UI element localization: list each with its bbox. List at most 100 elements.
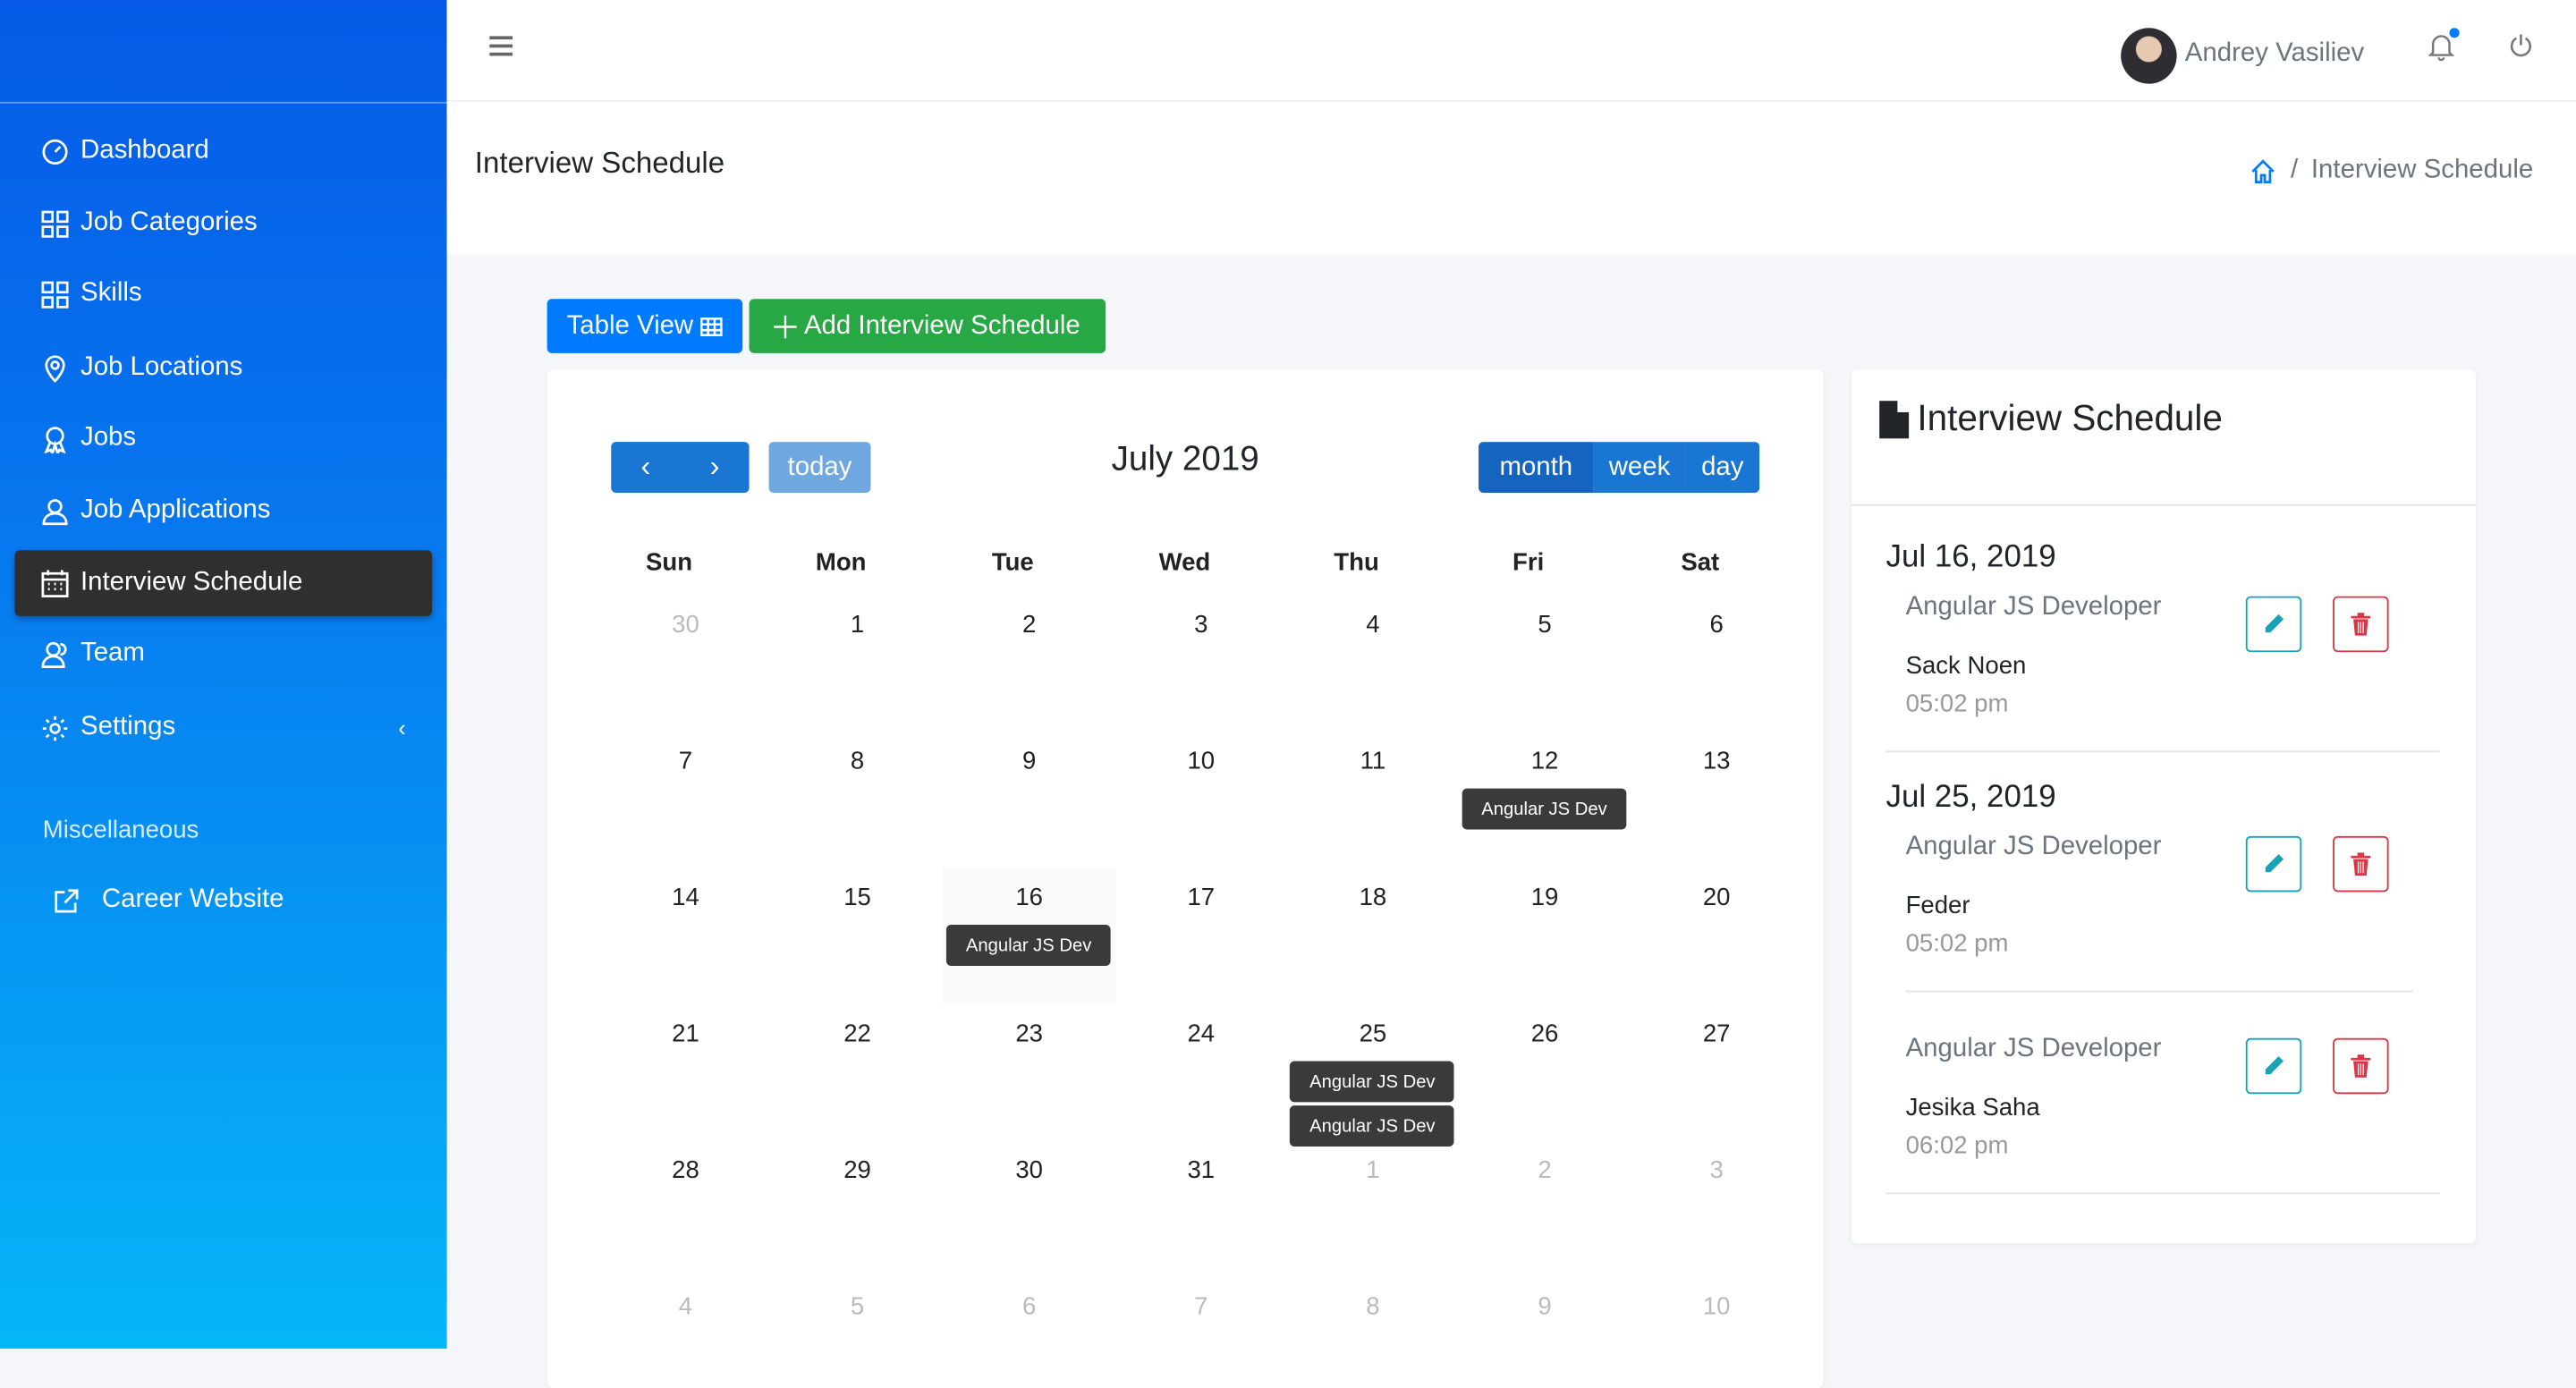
day-cell[interactable]: 10 [1702, 1292, 1731, 1321]
day-cell[interactable]: 18 [1359, 884, 1387, 912]
day-cell[interactable]: 30 [672, 611, 699, 639]
day-cell[interactable]: 10 [1187, 747, 1216, 775]
home-icon[interactable] [2250, 157, 2277, 184]
day-cell[interactable]: 31 [1187, 1156, 1216, 1185]
day-cell[interactable]: 2 [1538, 1156, 1552, 1185]
day-cell[interactable]: 28 [672, 1156, 699, 1185]
calendar-title: July 2019 [1111, 440, 1259, 478]
today-button[interactable]: today [768, 442, 871, 494]
day-cell[interactable]: 3 [1709, 1156, 1724, 1185]
day-cell[interactable]: 12 [1530, 747, 1559, 775]
topbar: Andrey Vasiliev [446, 0, 2576, 102]
day-cell[interactable]: 16 [1015, 884, 1043, 912]
day-cell[interactable]: 13 [1702, 747, 1731, 775]
sidebar-item-interview-schedule[interactable]: Interview Schedule [14, 550, 433, 616]
sidebar-item-team[interactable]: Team [15, 621, 433, 686]
chevron-left-icon: ‹ [398, 714, 406, 741]
day-cell[interactable]: 9 [1538, 1292, 1552, 1321]
bell-icon[interactable] [2428, 28, 2460, 69]
sidebar-item-job-locations[interactable]: Job Locations [15, 335, 433, 401]
day-cell[interactable]: 20 [1702, 884, 1731, 912]
edit-button[interactable] [2245, 596, 2302, 653]
month-view-button[interactable]: month [1479, 442, 1594, 494]
dashboard-icon [42, 138, 68, 165]
hamburger-menu-icon[interactable] [489, 36, 513, 56]
location-pin-icon [45, 354, 65, 383]
delete-button[interactable] [2333, 1037, 2389, 1095]
day-cell[interactable]: 8 [1366, 1292, 1380, 1321]
day-cell[interactable]: 14 [672, 884, 699, 912]
schedule-time: 06:02 pm [1905, 1131, 2009, 1160]
brand-area [0, 0, 447, 104]
sidebar-item-job-categories[interactable]: Job Categories [15, 190, 433, 256]
day-cell[interactable]: 3 [1194, 611, 1208, 639]
breadcrumb: / Interview Schedule [2250, 156, 2533, 185]
day-cell[interactable]: 11 [1360, 747, 1386, 775]
user-name[interactable]: Andrey Vasiliev [2184, 39, 2365, 68]
sidebar-item-job-applications[interactable]: Job Applications [15, 478, 433, 543]
add-label: Add Interview Schedule [803, 311, 1080, 340]
calendar-event[interactable]: Angular JS Dev [1290, 1105, 1455, 1147]
day-cell[interactable]: 6 [1709, 611, 1724, 639]
sidebar-item-settings[interactable]: Settings ‹ [15, 695, 433, 760]
sidebar-item-jobs[interactable]: Jobs [15, 406, 433, 471]
day-cell[interactable]: 30 [1015, 1156, 1043, 1185]
day-cell[interactable]: 7 [1194, 1292, 1208, 1321]
day-cell[interactable]: 2 [1022, 611, 1037, 639]
day-cell[interactable]: 22 [843, 1020, 871, 1048]
sidebar-item-dashboard[interactable]: Dashboard [15, 118, 433, 183]
day-cell[interactable]: 15 [843, 884, 871, 912]
table-icon [700, 317, 723, 336]
day-cell[interactable]: 5 [850, 1292, 865, 1321]
prev-month-button[interactable]: ‹ [640, 450, 651, 483]
sidebar-item-label: Jobs [80, 423, 137, 453]
award-icon [44, 426, 66, 453]
weekday-header: Fri [1513, 548, 1545, 577]
career-website-link[interactable]: Career Website [15, 868, 433, 933]
delete-button[interactable] [2333, 835, 2389, 893]
next-month-button[interactable]: › [709, 450, 720, 483]
day-cell[interactable]: 17 [1187, 884, 1216, 912]
gear-icon [42, 715, 68, 741]
weekday-header: Sun [646, 548, 693, 577]
schedule-card: Interview Schedule Jul 16, 2019 Angular J… [1851, 369, 2476, 1244]
day-cell[interactable]: 26 [1530, 1020, 1559, 1048]
week-view-button[interactable]: week [1593, 442, 1686, 494]
day-cell[interactable]: 23 [1015, 1020, 1043, 1048]
calendar-event[interactable]: Angular JS Dev [1462, 788, 1627, 830]
edit-button[interactable] [2245, 1037, 2302, 1095]
avatar[interactable] [2121, 28, 2177, 84]
day-cell[interactable]: 27 [1702, 1020, 1731, 1048]
sidebar-item-label: Skills [80, 279, 142, 308]
plus-icon [774, 314, 798, 338]
day-cell[interactable]: 1 [850, 611, 865, 639]
day-cell[interactable]: 5 [1538, 611, 1552, 639]
pencil-icon [2265, 854, 2284, 873]
delete-button[interactable] [2333, 596, 2389, 653]
calendar-event[interactable]: Angular JS Dev [946, 925, 1111, 966]
day-cell[interactable]: 21 [672, 1020, 699, 1048]
power-icon[interactable] [2509, 33, 2534, 66]
edit-button[interactable] [2245, 835, 2302, 893]
day-cell[interactable]: 9 [1022, 747, 1037, 775]
day-cell[interactable]: 25 [1359, 1020, 1387, 1048]
sidebar-item-skills[interactable]: Skills [15, 261, 433, 326]
day-cell[interactable]: 24 [1187, 1020, 1216, 1048]
table-view-button[interactable]: Table View [547, 299, 743, 353]
day-cell[interactable]: 4 [678, 1292, 693, 1321]
day-cell[interactable]: 7 [678, 747, 693, 775]
notification-dot [2449, 28, 2460, 38]
day-cell[interactable]: 6 [1022, 1292, 1037, 1321]
schedule-candidate-name: Feder [1905, 892, 1970, 920]
add-interview-schedule-button[interactable]: Add Interview Schedule [749, 299, 1106, 353]
schedule-date: Jul 16, 2019 [1885, 540, 2056, 575]
day-cell[interactable]: 4 [1366, 611, 1380, 639]
day-cell[interactable]: 8 [850, 747, 865, 775]
calendar-event[interactable]: Angular JS Dev [1290, 1061, 1455, 1103]
day-cell[interactable]: 19 [1530, 884, 1559, 912]
day-cell[interactable]: 1 [1366, 1156, 1380, 1185]
day-view-button[interactable]: day [1685, 442, 1760, 494]
grid-icon [41, 209, 69, 237]
schedule-header: Interview Schedule [1877, 397, 2223, 440]
day-cell[interactable]: 29 [843, 1156, 871, 1185]
